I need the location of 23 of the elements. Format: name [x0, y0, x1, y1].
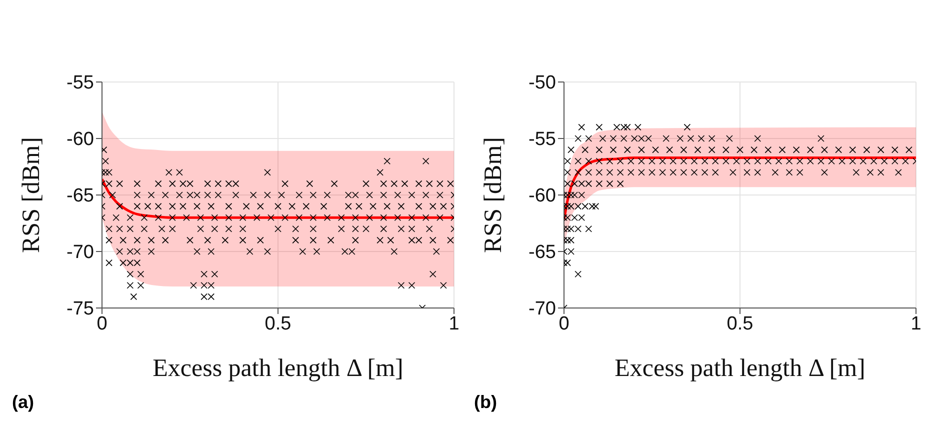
y-tick-label: -65: [66, 186, 94, 207]
y-tick-label: -55: [66, 72, 94, 94]
y-axis-title: RSS [dBm]: [18, 136, 45, 254]
x-axis-title: Excess path length Δ [m]: [614, 355, 866, 382]
x-tick-label: 1: [448, 313, 460, 334]
text: (b): [474, 392, 497, 413]
y-axis-title: RSS [dBm]: [480, 136, 507, 254]
y-tick-label: -65: [528, 242, 556, 264]
x-tick-label: 0: [558, 313, 570, 334]
x-tick-label: 0: [96, 313, 108, 334]
y-tick-label: -70: [66, 242, 94, 264]
x-tick-label: 0.5: [264, 313, 292, 334]
y-tick-label: -50: [528, 72, 556, 94]
y-tick-label: -60: [528, 186, 556, 207]
x-axis-title: Excess path length Δ [m]: [152, 355, 404, 382]
y-tick-label: -60: [66, 129, 94, 150]
line-series: [564, 156, 916, 222]
y-tick-label: -75: [66, 298, 94, 320]
y-tick-label: -70: [528, 298, 556, 320]
x-tick-label: 0.5: [726, 313, 754, 334]
y-tick-label: -55: [528, 129, 556, 150]
text: (a): [12, 392, 34, 413]
x-tick-label: 1: [910, 313, 922, 334]
